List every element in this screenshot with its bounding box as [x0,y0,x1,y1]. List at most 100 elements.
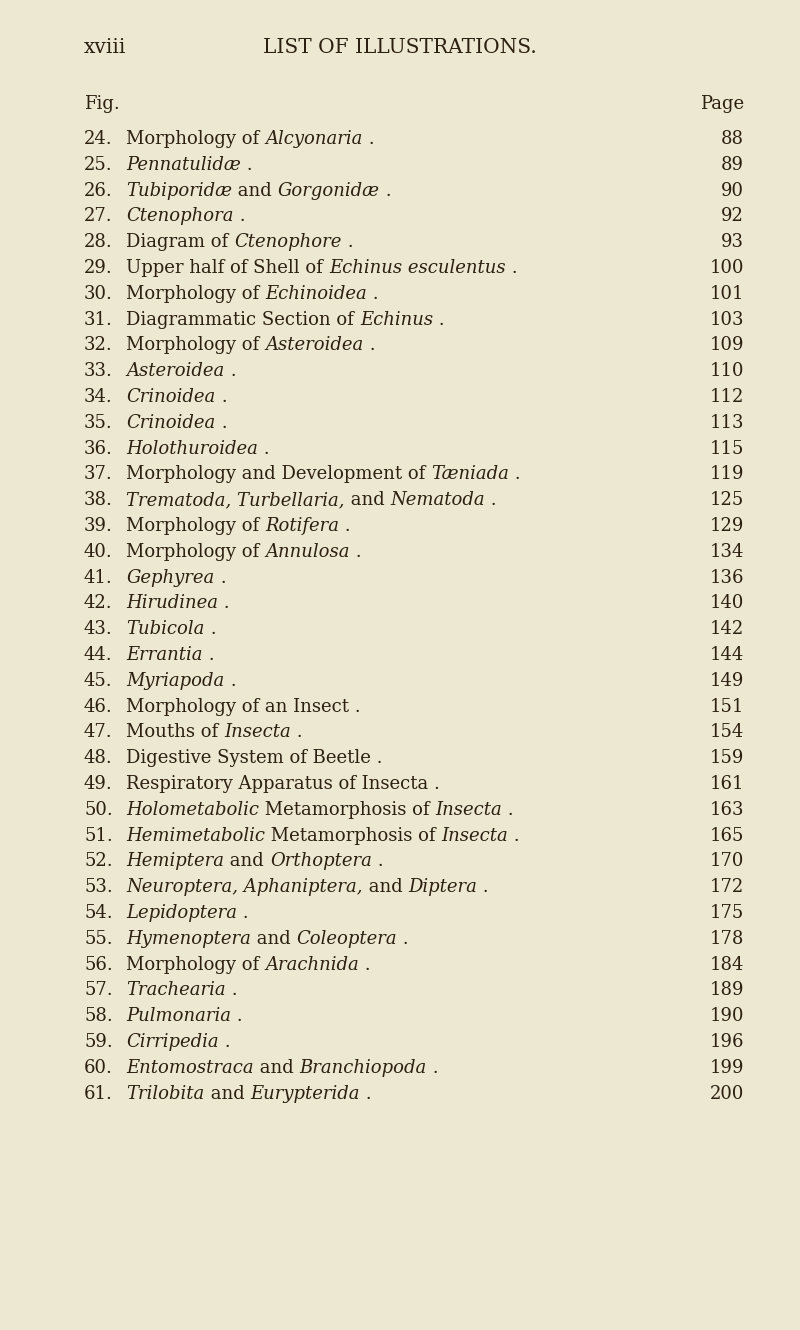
Text: 100: 100 [710,259,744,277]
Text: 142: 142 [710,620,744,638]
Text: 199: 199 [710,1059,744,1077]
Text: .: . [225,362,236,380]
Text: 33.: 33. [84,362,113,380]
Text: 41.: 41. [84,569,113,587]
Text: Lepidoptera: Lepidoptera [126,904,238,922]
Text: 46.: 46. [84,698,113,716]
Text: Orthoptera: Orthoptera [270,853,372,870]
Text: Errantia: Errantia [126,646,203,664]
Text: 52.: 52. [84,853,113,870]
Text: .: . [231,1007,243,1025]
Text: Pulmonaria: Pulmonaria [126,1007,231,1025]
Text: Tæniada: Tæniada [431,465,510,483]
Text: .: . [258,440,270,458]
Text: 140: 140 [710,595,744,612]
Text: 36.: 36. [84,440,113,458]
Text: 56.: 56. [84,955,113,974]
Text: Holometabolic: Holometabolic [126,801,259,819]
Text: .: . [363,336,375,354]
Text: 136: 136 [710,569,744,587]
Text: .: . [238,904,249,922]
Text: Asteroidea: Asteroidea [266,336,363,354]
Text: 32.: 32. [84,336,113,354]
Text: Morphology of an Insect: Morphology of an Insect [126,698,350,716]
Text: .: . [291,724,302,741]
Text: Branchiopoda: Branchiopoda [299,1059,426,1077]
Text: 37.: 37. [84,465,113,483]
Text: Insecta: Insecta [442,827,509,845]
Text: Morphology of: Morphology of [126,336,266,354]
Text: Cirripedia: Cirripedia [126,1033,219,1051]
Text: .: . [216,388,227,406]
Text: 149: 149 [710,672,744,690]
Text: Metamorphosis of: Metamorphosis of [266,827,442,845]
Text: 57.: 57. [84,982,113,999]
Text: 24.: 24. [84,130,113,148]
Text: 90: 90 [721,182,744,200]
Text: Diptera: Diptera [408,878,478,896]
Text: Morphology of: Morphology of [126,955,266,974]
Text: Crinoidea: Crinoidea [126,414,216,432]
Text: Ctenophore: Ctenophore [234,233,342,251]
Text: 125: 125 [710,491,744,509]
Text: 129: 129 [710,517,744,535]
Text: .: . [350,543,362,561]
Text: .: . [367,285,378,303]
Text: 50.: 50. [84,801,113,819]
Text: .: . [359,955,370,974]
Text: Insecta: Insecta [436,801,502,819]
Text: 61.: 61. [84,1084,113,1103]
Text: Tubiporidæ: Tubiporidæ [126,182,233,200]
Text: Gephyrea: Gephyrea [126,569,214,587]
Text: Digestive System of Beetle .: Digestive System of Beetle . [126,749,383,767]
Text: .: . [478,878,489,896]
Text: .: . [506,259,517,277]
Text: Insecta: Insecta [224,724,291,741]
Text: 30.: 30. [84,285,113,303]
Text: .: . [339,517,351,535]
Text: Morphology of: Morphology of [126,517,266,535]
Text: Neuroptera, Aphaniptera,: Neuroptera, Aphaniptera, [126,878,363,896]
Text: .: . [372,853,383,870]
Text: .: . [485,491,497,509]
Text: 28.: 28. [84,233,113,251]
Text: Pennatulidæ: Pennatulidæ [126,156,241,174]
Text: .: . [226,982,238,999]
Text: 31.: 31. [84,311,113,329]
Text: .: . [360,1084,371,1103]
Text: .: . [203,646,214,664]
Text: and: and [345,491,390,509]
Text: 42.: 42. [84,595,113,612]
Text: .: . [509,827,520,845]
Text: Trachearia: Trachearia [126,982,226,999]
Text: .: . [241,156,253,174]
Text: Arachnida: Arachnida [266,955,359,974]
Text: 170: 170 [710,853,744,870]
Text: 34.: 34. [84,388,113,406]
Text: Rotifera: Rotifera [266,517,339,535]
Text: 92: 92 [721,207,744,225]
Text: .: . [342,233,354,251]
Text: Morphology of: Morphology of [126,130,266,148]
Text: 45.: 45. [84,672,113,690]
Text: .: . [216,414,227,432]
Text: and: and [251,930,297,948]
Text: .: . [234,207,246,225]
Text: and: and [254,1059,299,1077]
Text: Crinoidea: Crinoidea [126,388,216,406]
Text: .: . [426,1059,438,1077]
Text: Holothuroidea: Holothuroidea [126,440,258,458]
Text: 189: 189 [710,982,744,999]
Text: 60.: 60. [84,1059,113,1077]
Text: .: . [398,930,409,948]
Text: Mouths of: Mouths of [126,724,224,741]
Text: 88: 88 [721,130,744,148]
Text: Morphology of: Morphology of [126,285,266,303]
Text: 175: 175 [710,904,744,922]
Text: Trematoda, Turbellaria,: Trematoda, Turbellaria, [126,491,345,509]
Text: 38.: 38. [84,491,113,509]
Text: 93: 93 [721,233,744,251]
Text: 49.: 49. [84,775,113,793]
Text: 39.: 39. [84,517,113,535]
Text: 51.: 51. [84,827,113,845]
